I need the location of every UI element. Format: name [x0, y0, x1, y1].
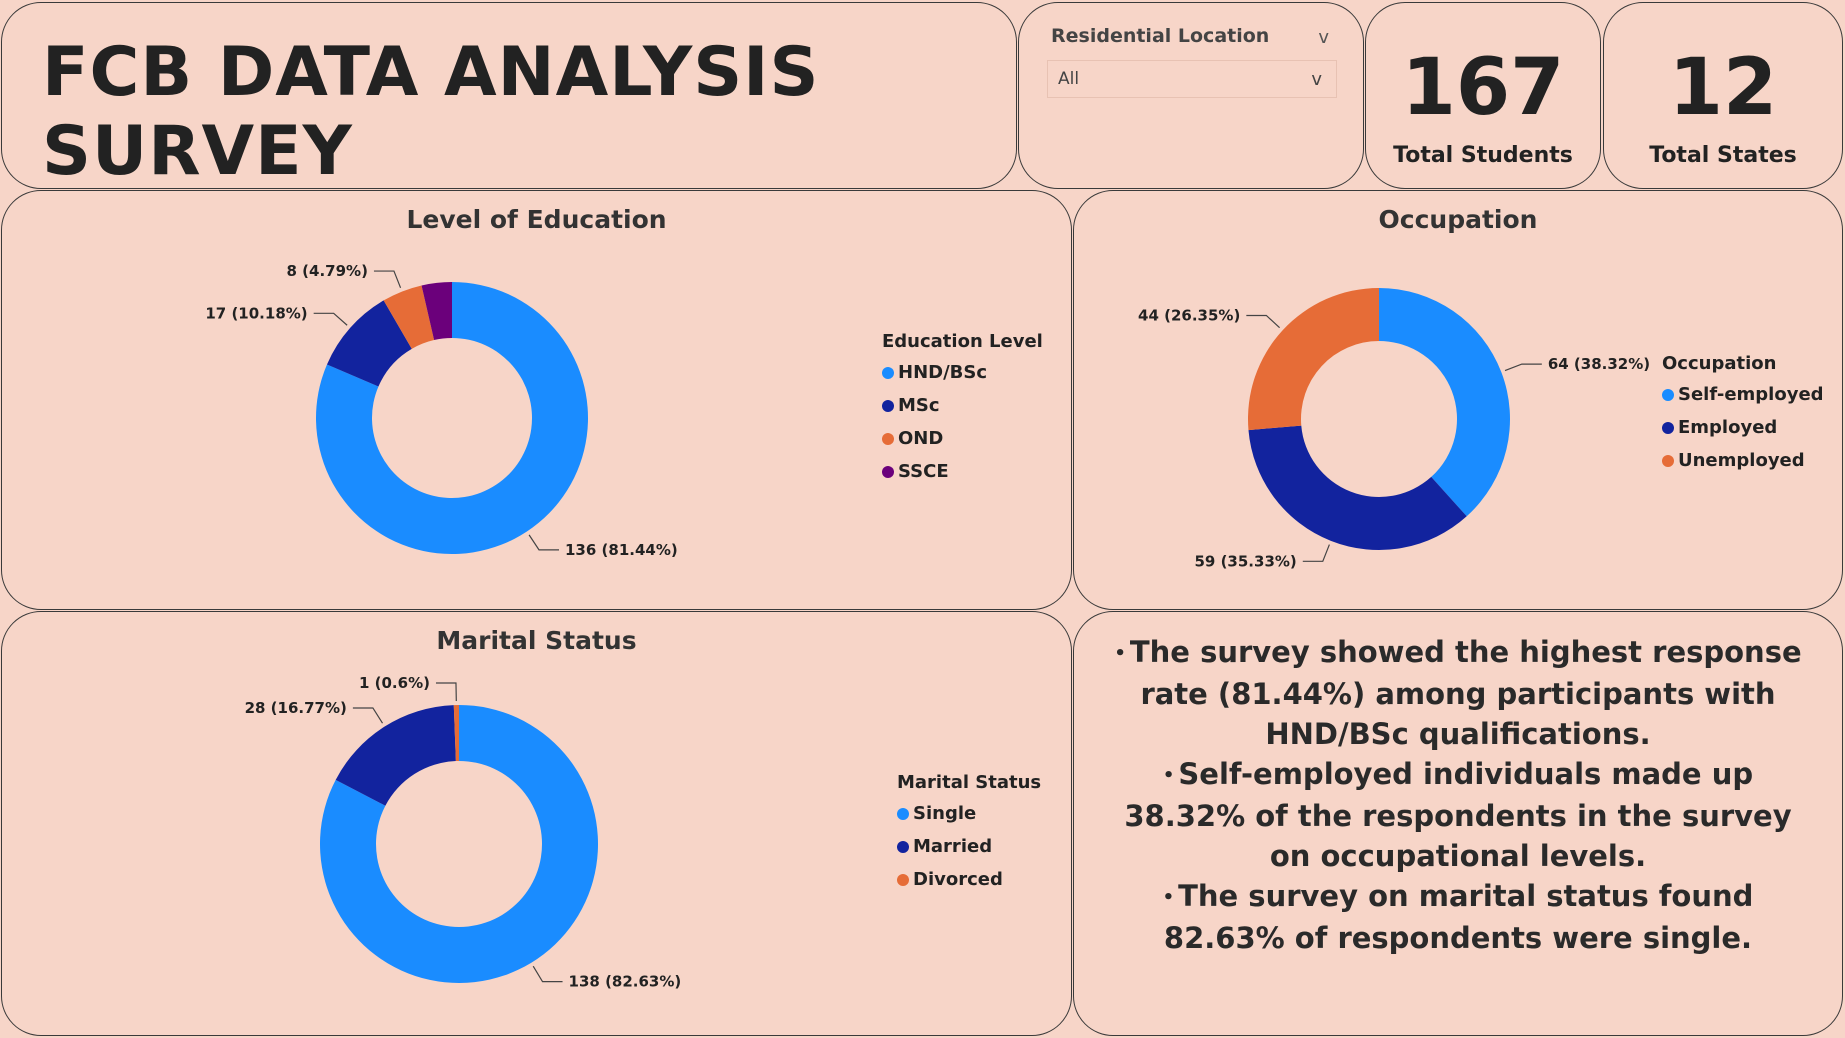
residential-location-dropdown[interactable]: All v	[1047, 60, 1337, 98]
donut-slice-ssce[interactable]	[421, 282, 452, 341]
data-label: 1 (0.6%)	[359, 674, 430, 692]
donut-slice-msc[interactable]	[326, 300, 412, 387]
marital-status-legend: Marital Status Single Married Divorced	[897, 772, 1041, 896]
data-label-leader-line	[532, 965, 563, 983]
occupation-legend: Occupation Self-employed Employed Unemploy…	[1662, 353, 1824, 477]
legend-label: HND/BSc	[898, 362, 987, 383]
data-label: 136 (81.44%)	[565, 541, 678, 559]
donut-slice-ond[interactable]	[383, 285, 435, 349]
legend-item[interactable]: MSc	[882, 389, 1043, 422]
donut-slice-employed[interactable]	[1248, 425, 1467, 550]
data-label-leader-line	[1246, 314, 1280, 329]
legend-dot-icon	[897, 807, 909, 820]
page-title: FCB DATA ANALYSIS SURVEY	[42, 33, 820, 191]
legend-title: Occupation	[1662, 353, 1777, 374]
title-card: FCB DATA ANALYSIS SURVEY	[1, 2, 1017, 191]
data-label: 64 (38.32%)	[1548, 355, 1650, 373]
data-label: 8 (4.79%)	[287, 262, 368, 280]
data-label-leader-line	[373, 270, 402, 289]
data-label: 59 (35.33%)	[1194, 552, 1296, 570]
slicer-label: Residential Location	[1051, 25, 1270, 47]
data-label-leader-line	[528, 534, 560, 551]
data-label: 138 (82.63%)	[569, 973, 682, 991]
legend-label: Divorced	[913, 869, 1003, 890]
legend-label: MSc	[898, 395, 940, 416]
legend-dot-icon	[897, 840, 909, 853]
legend-label: OND	[898, 428, 944, 449]
legend-item[interactable]: Self-employed	[1662, 378, 1824, 411]
occupation-donut-chart: 64 (38.32%) 59 (35.33%) 44 (26.35%)	[1138, 288, 1650, 570]
kpi-card-total-states: 12 Total States	[1603, 2, 1843, 189]
legend-dot-icon	[882, 399, 894, 412]
legend-dot-icon	[897, 873, 909, 886]
kpi-value: 167	[1401, 43, 1565, 133]
kpi-value: 12	[1668, 43, 1778, 133]
chevron-down-icon: v	[1311, 69, 1322, 90]
kpi-label: Total States	[1649, 143, 1797, 168]
data-label-leader-line	[352, 707, 384, 724]
data-label-leader-line	[313, 312, 348, 326]
legend-dot-icon	[1662, 388, 1674, 401]
dropdown-selected-value: All	[1058, 69, 1080, 89]
data-label: 17 (10.18%)	[205, 304, 307, 322]
donut-slice-self-employed[interactable]	[1379, 288, 1510, 517]
insight-item: • Self-employed individuals made up 38.32…	[1124, 757, 1792, 873]
bullet-icon: •	[1162, 765, 1175, 786]
slicer-collapse-chevron-icon[interactable]: v	[1318, 27, 1329, 48]
legend-title: Education Level	[882, 331, 1043, 352]
legend-item[interactable]: Married	[897, 830, 1041, 863]
insights-card: • The survey showed the highest response …	[1073, 611, 1843, 1036]
legend-label: Employed	[1678, 417, 1778, 438]
data-label-leader-line	[435, 682, 457, 702]
legend-dot-icon	[882, 432, 894, 445]
donut-slice-divorced[interactable]	[453, 705, 459, 762]
legend-label: Unemployed	[1678, 450, 1805, 471]
kpi-card-total-students: 167 Total Students	[1365, 2, 1601, 189]
chart-title: Marital Status	[436, 626, 637, 655]
donut-slice-single[interactable]	[319, 705, 598, 983]
legend-item[interactable]: HND/BSc	[882, 356, 1043, 389]
donut-slice-unemployed[interactable]	[1248, 288, 1379, 431]
kpi-label: Total Students	[1393, 143, 1573, 168]
education-donut-chart: 136 (81.44%) 17 (10.18%) 8 (4.79%)	[205, 262, 678, 559]
residential-location-slicer: Residential Location v All v	[1018, 2, 1364, 189]
education-legend: Education Level HND/BSc MSc OND SSCE	[882, 331, 1043, 488]
legend-item[interactable]: SSCE	[882, 455, 1043, 488]
legend-dot-icon	[882, 465, 894, 478]
bullet-icon: •	[1114, 643, 1126, 664]
legend-title: Marital Status	[897, 772, 1042, 793]
legend-dot-icon	[1662, 421, 1674, 434]
bullet-icon: •	[1162, 887, 1175, 908]
legend-item[interactable]: Divorced	[897, 863, 1041, 896]
legend-item[interactable]: Single	[897, 797, 1041, 830]
chart-title: Level of Education	[406, 205, 667, 234]
marital-status-chart-card: Marital Status 138 (82.63%) 28 (16.77%) 1 …	[1, 611, 1072, 1036]
legend-item[interactable]: OND	[882, 422, 1043, 455]
marital-status-donut-chart: 138 (82.63%) 28 (16.77%) 1 (0.6%)	[245, 674, 682, 991]
occupation-chart-card: Occupation 64 (38.32%) 59 (35.33%) 44 (26.…	[1073, 190, 1843, 610]
donut-slice-married[interactable]	[335, 705, 456, 806]
data-label: 28 (16.77%)	[245, 699, 347, 717]
legend-label: Self-employed	[1678, 384, 1824, 405]
legend-label: SSCE	[898, 461, 949, 482]
legend-dot-icon	[1662, 454, 1674, 467]
education-chart-card: Level of Education 136 (81.44%) 17 (10.18…	[1, 190, 1072, 610]
data-label: 44 (26.35%)	[1138, 306, 1240, 324]
data-label-leader-line	[1504, 363, 1542, 372]
insight-item: • The survey showed the highest response …	[1114, 635, 1802, 751]
legend-label: Single	[913, 803, 977, 824]
legend-dot-icon	[882, 366, 894, 379]
chart-title: Occupation	[1378, 205, 1538, 234]
donut-slice-hnd-bsc[interactable]	[316, 282, 589, 554]
legend-label: Married	[913, 836, 993, 857]
insight-item: • The survey on marital status found 82.6…	[1162, 879, 1754, 955]
legend-item[interactable]: Employed	[1662, 411, 1824, 444]
legend-item[interactable]: Unemployed	[1662, 444, 1824, 477]
insights-text: • The survey showed the highest response …	[1104, 632, 1812, 958]
data-label-leader-line	[1302, 544, 1330, 562]
